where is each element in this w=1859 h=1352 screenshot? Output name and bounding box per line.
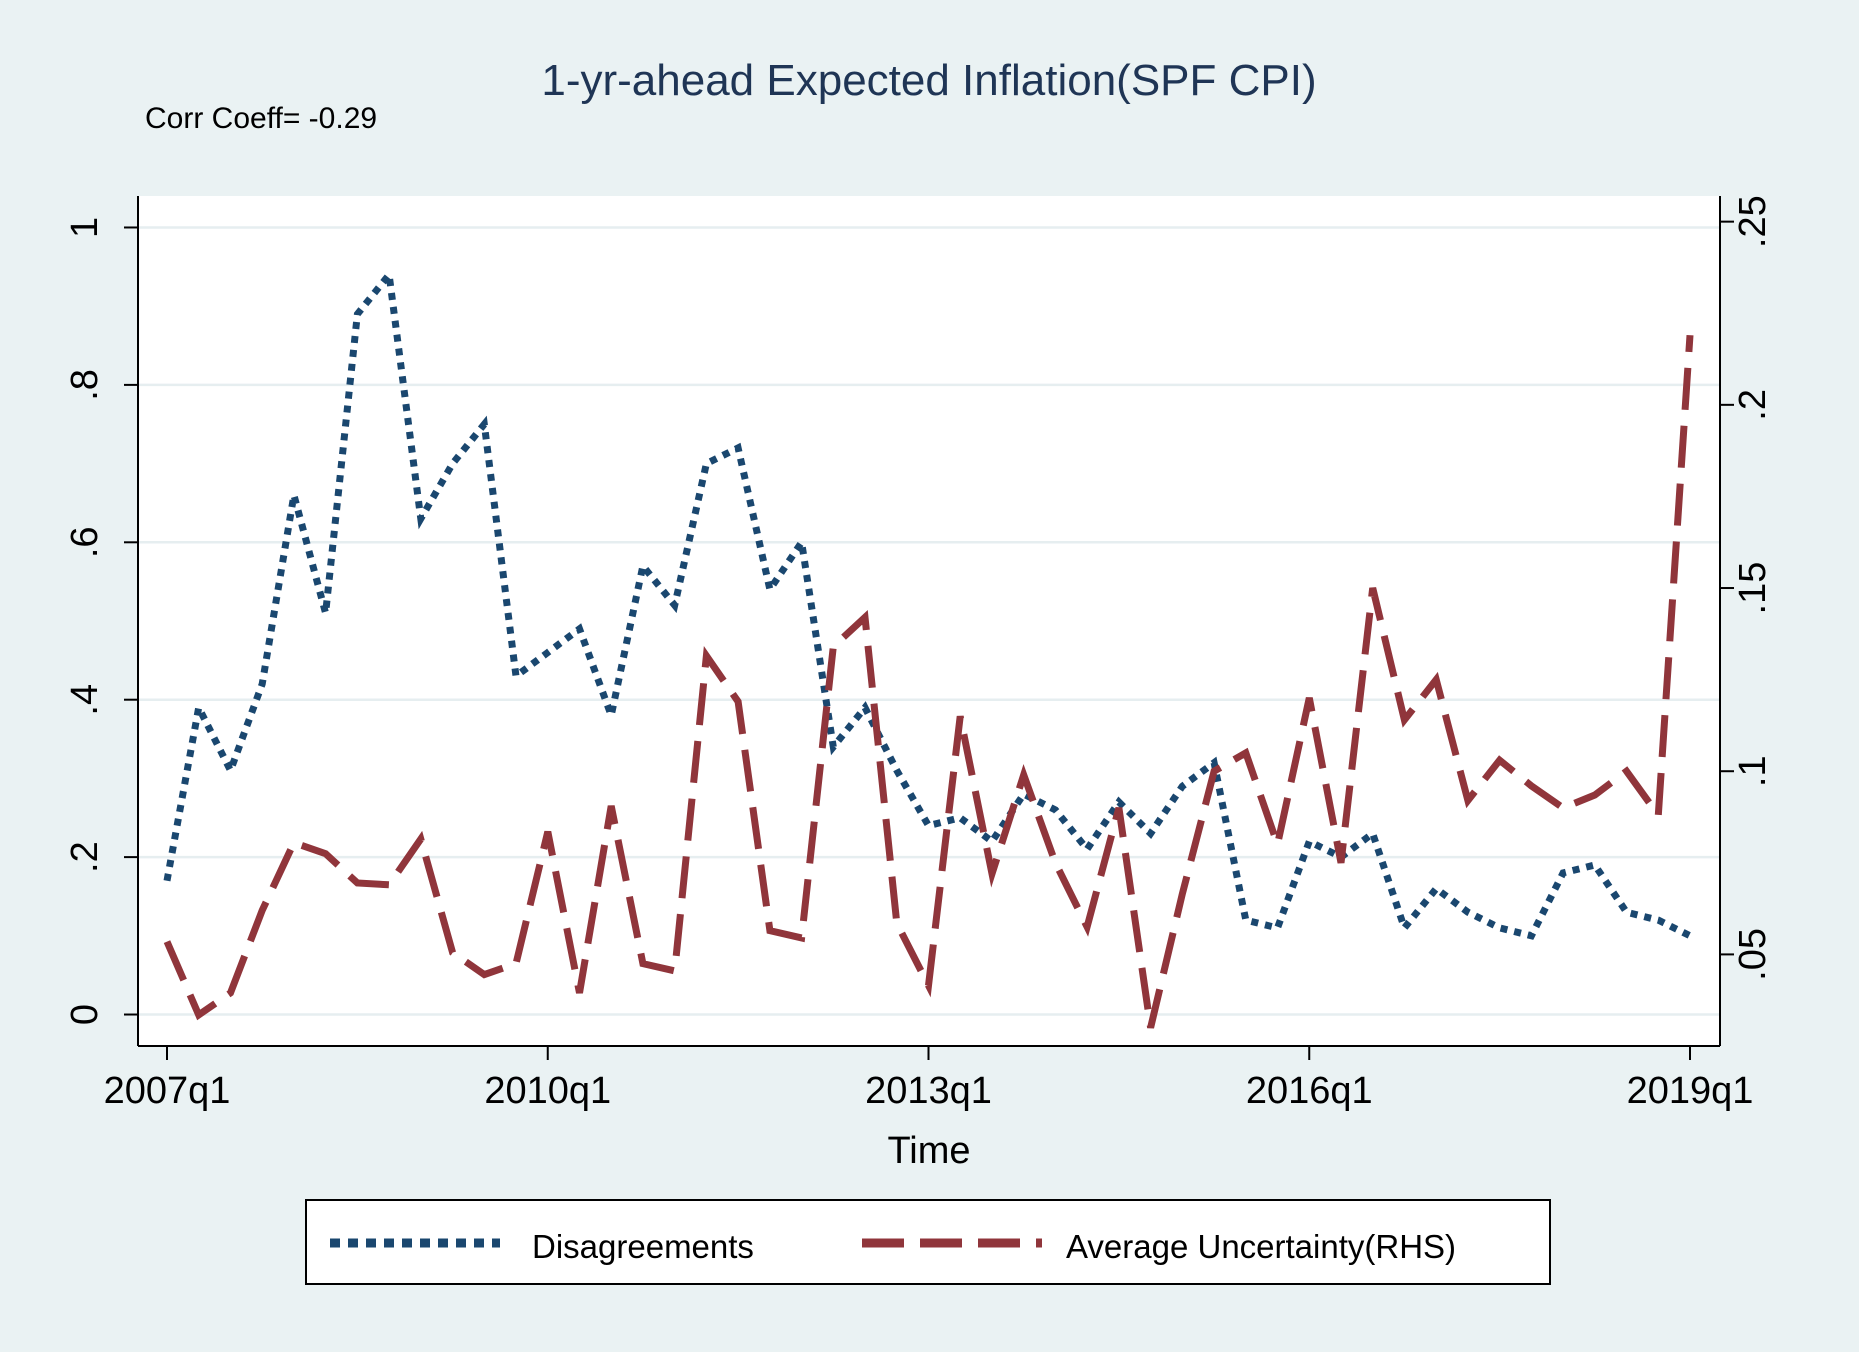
- y-tick-label-left-3: .6: [64, 526, 106, 558]
- y-tick-label-left-0: 0: [64, 1004, 106, 1025]
- grid-layer: [138, 226, 1720, 1016]
- legend-label-uncertainty: Average Uncertainty(RHS): [1066, 1228, 1456, 1265]
- y-tick-label-right-4: .25: [1732, 195, 1774, 248]
- y-tick-label-right-3: .2: [1732, 389, 1774, 421]
- y-tick-label-left-5: 1: [64, 217, 106, 238]
- y-tick-label-left-4: .8: [64, 369, 106, 401]
- legend: Disagreements Average Uncertainty(RHS): [305, 1199, 1551, 1285]
- y-tick-label-right-0: .05: [1732, 928, 1774, 981]
- corr-annotation: Corr Coeff= -0.29: [145, 102, 377, 135]
- y-tick-label-right-1: .1: [1732, 755, 1774, 787]
- y-tick-label-left-1: .2: [64, 841, 106, 873]
- x-tick-label-4: 2019q1: [1627, 1070, 1754, 1112]
- x-tick-label-2: 2013q1: [865, 1070, 992, 1112]
- chart-title: 1-yr-ahead Expected Inflation(SPF CPI): [541, 56, 1316, 105]
- y-tick-label-left-2: .4: [64, 684, 106, 716]
- x-axis-label: Time: [887, 1130, 970, 1172]
- axis-layer: 0 .2 .4 .6 .8 1 .05 .1 .15 .2 .25 2007q1 2010q1 2013q…: [64, 195, 1774, 1112]
- series-line-disagreements: [163, 266, 1692, 940]
- x-tick-label-0: 2007q1: [104, 1070, 231, 1112]
- y-tick-label-right-2: .15: [1732, 562, 1774, 615]
- x-tick-label-3: 2016q1: [1246, 1070, 1373, 1112]
- series-layer: [163, 266, 1694, 1029]
- series-line-average-uncertainty: [163, 334, 1694, 1029]
- plot-area: [138, 196, 1720, 1046]
- x-tick-label-1: 2010q1: [484, 1070, 611, 1112]
- legend-label-disagreements: Disagreements: [532, 1228, 754, 1265]
